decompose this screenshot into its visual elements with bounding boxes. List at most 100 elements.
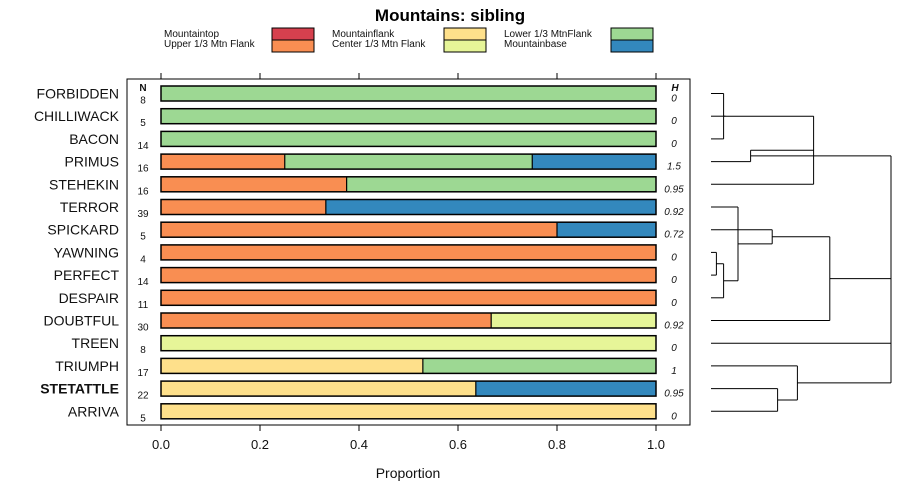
legend-label-mountainflank: Mountainflank — [332, 29, 395, 40]
n-value: 16 — [137, 186, 149, 197]
bar-outline — [160, 334, 657, 352]
row-label: PERFECT — [54, 267, 120, 283]
bar-segment-center — [491, 313, 656, 328]
bar-outline — [160, 130, 657, 148]
bar-segment-lower — [422, 358, 656, 374]
n-value: 8 — [140, 345, 146, 356]
n-header: N — [139, 83, 146, 94]
bar-segment-upper — [161, 176, 347, 192]
bar-segment-upper — [161, 267, 656, 283]
n-value: 14 — [137, 277, 149, 288]
bar-outline — [160, 221, 657, 238]
dendrogram — [711, 93, 892, 412]
legend-swatch-center — [443, 39, 487, 53]
bar-outline — [160, 289, 657, 307]
row-label: PRIMUS — [65, 154, 119, 170]
n-value: 5 — [140, 118, 146, 129]
bar-segment-base — [532, 154, 656, 170]
bar-segment-upper — [161, 290, 656, 306]
bar-outline — [160, 198, 657, 216]
plot-frame — [126, 78, 691, 426]
bar-outline — [160, 244, 657, 261]
row-label: TERROR — [60, 199, 119, 215]
legend-swatch-mountaintop — [271, 27, 315, 41]
bar-segment-upper — [161, 199, 326, 215]
n-value: 5 — [140, 413, 146, 424]
x-tick-label-0: 0.0 — [152, 437, 170, 452]
x-axis-title: Proportion — [376, 465, 441, 481]
row-label: YAWNING — [54, 244, 119, 260]
bar-segment-mountainflank — [161, 381, 476, 397]
row-label: DESPAIR — [59, 290, 119, 306]
bar-outline — [160, 266, 657, 284]
x-tick-label-4: 0.8 — [548, 437, 566, 452]
h-value: 0.72 — [664, 230, 684, 241]
bar-segment-base — [475, 381, 656, 397]
bar-segment-lower — [346, 176, 656, 192]
legend-swatch-lower — [610, 27, 654, 41]
bar-segment-upper — [161, 313, 492, 328]
h-value: 0 — [671, 298, 677, 309]
legend-swatch-upper — [271, 39, 315, 53]
legend-label-base: Mountainbase — [504, 39, 567, 50]
row-label: BACON — [69, 131, 119, 147]
bar-outline — [160, 153, 657, 170]
h-value: 0.92 — [664, 207, 684, 218]
n-value: 5 — [140, 232, 146, 243]
bar-segment-base — [557, 222, 656, 238]
n-value: 14 — [137, 141, 149, 152]
h-value: 0 — [671, 343, 677, 354]
x-tick-label-5: 1.0 — [647, 437, 665, 452]
bar-outline — [160, 176, 657, 193]
plot-area: 0.0 0.2 0.4 0.6 0.8 1.0 N H FORBIDDEN 8 0 CHILLIWAC… — [34, 73, 691, 452]
row-label: DOUBTFUL — [44, 313, 120, 329]
h-value: 1 — [671, 366, 677, 377]
legend-label-center: Center 1/3 Mtn Flank — [332, 39, 426, 50]
x-tick-label-1: 0.2 — [251, 437, 269, 452]
legend-label-mountaintop: Mountaintop — [164, 29, 219, 40]
bar-segment-center — [161, 335, 656, 351]
n-value: 4 — [140, 254, 146, 265]
legend-swatch-base — [610, 39, 654, 53]
n-value: 17 — [137, 368, 149, 379]
h-value: 0.95 — [664, 389, 684, 400]
h-value: 0 — [671, 94, 677, 105]
x-tick-label-2: 0.4 — [350, 437, 368, 452]
bar-outline — [160, 357, 657, 375]
legend-label-upper: Upper 1/3 Mtn Flank — [164, 39, 256, 50]
h-value: 0 — [671, 139, 677, 150]
h-value: 0.95 — [664, 184, 684, 195]
bar-segment-upper — [161, 222, 557, 238]
legend-swatch-mountainflank — [443, 27, 487, 41]
bar-segment-lower — [161, 86, 656, 101]
bar-outline — [160, 403, 657, 420]
bar-segment-lower — [284, 154, 533, 170]
row-label: TRIUMPH — [55, 358, 119, 374]
row-label: STEHEKIN — [49, 176, 119, 192]
n-value: 8 — [140, 96, 146, 107]
h-value: 0 — [671, 411, 677, 422]
bar-segment-lower — [161, 108, 656, 124]
bar-segment-mountainflank — [161, 358, 423, 374]
row-label: ARRIVA — [68, 403, 120, 419]
row-label: CHILLIWACK — [34, 108, 120, 124]
n-value: 16 — [137, 164, 149, 175]
bar-outline — [160, 85, 657, 102]
x-tick-label-3: 0.6 — [449, 437, 467, 452]
n-value: 22 — [137, 391, 149, 402]
bar-segment-mountainflank — [161, 403, 656, 419]
bar-segment-upper — [161, 154, 285, 170]
h-value: 0 — [671, 275, 677, 286]
n-value: 30 — [137, 323, 149, 334]
h-value: 0.92 — [664, 321, 684, 332]
n-value: 11 — [138, 300, 149, 311]
h-value: 0 — [671, 116, 677, 127]
bar-segment-lower — [161, 131, 656, 147]
n-value: 39 — [137, 209, 149, 220]
bar-segment-upper — [161, 244, 656, 260]
row-label: TREEN — [72, 335, 119, 351]
bar-segment-base — [325, 199, 656, 215]
h-header: H — [671, 83, 679, 94]
